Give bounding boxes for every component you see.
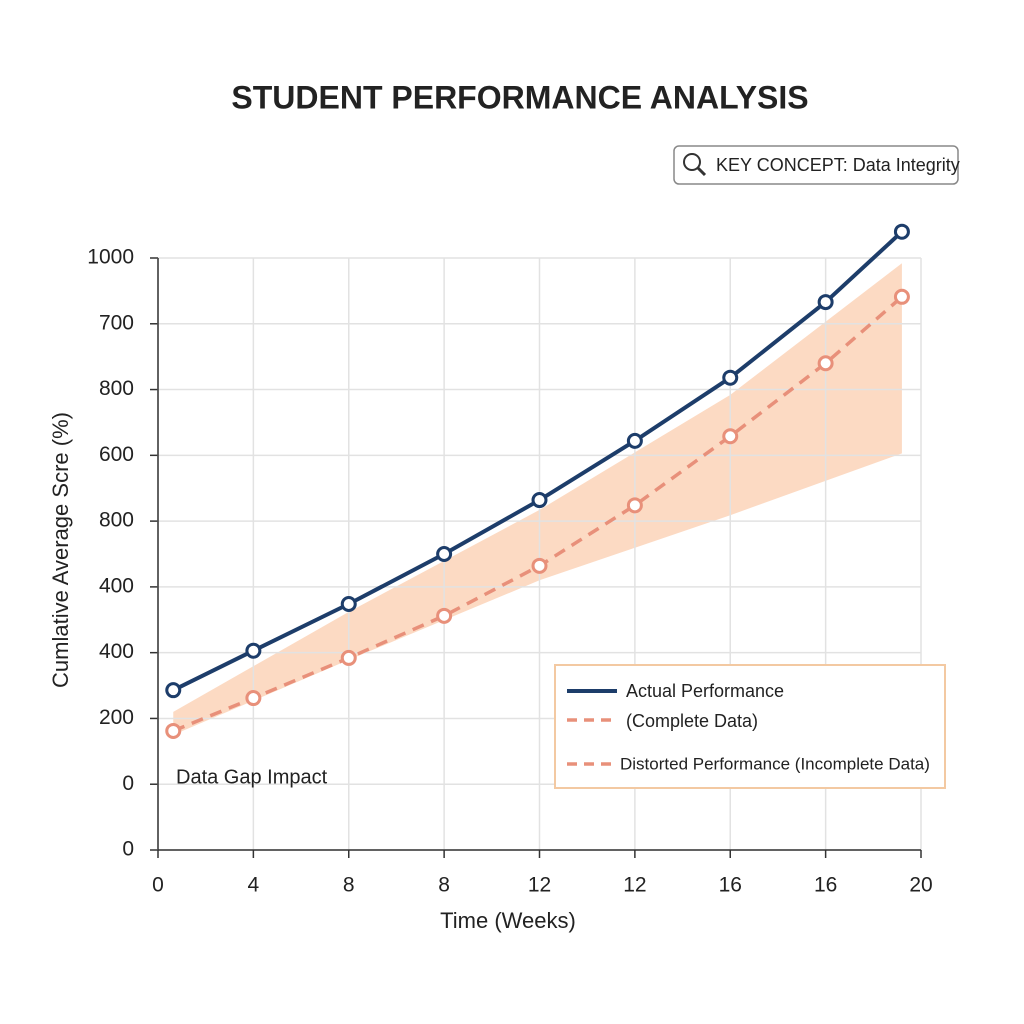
x-tick-label: 16 xyxy=(814,874,837,897)
point xyxy=(893,223,910,240)
point xyxy=(817,294,834,311)
point xyxy=(340,595,357,612)
gap-band xyxy=(173,263,902,735)
point xyxy=(245,690,262,707)
magnifier-icon xyxy=(683,153,701,171)
point xyxy=(531,557,548,574)
point xyxy=(436,607,453,624)
y-tick-label: 200 xyxy=(99,706,134,729)
point xyxy=(531,492,548,509)
x-tick-label: 8 xyxy=(438,874,450,897)
y-axis-label: Cumlative Average Scre (%) xyxy=(48,412,73,688)
legend-label: Actual Performance xyxy=(626,681,784,701)
key-concept-box xyxy=(673,145,959,185)
point xyxy=(817,355,834,372)
point xyxy=(626,497,643,514)
x-tick-label: 8 xyxy=(343,874,355,897)
x-tick-label: 12 xyxy=(623,874,646,897)
key-concept: KEY CONCEPT: Data Integrity xyxy=(716,155,960,175)
point xyxy=(245,642,262,659)
y-tick-label: 0 xyxy=(122,838,134,861)
point xyxy=(436,546,453,562)
point xyxy=(165,722,182,739)
y-tick-label: 600 xyxy=(99,443,134,466)
legend-box xyxy=(554,664,946,789)
x-tick-label: 0 xyxy=(152,874,164,897)
x-tick-label: 20 xyxy=(909,874,932,897)
x-tick-label: 12 xyxy=(528,874,551,897)
annotation: Data Gap Impact xyxy=(176,766,328,788)
y-tick-label: 700 xyxy=(99,311,134,334)
y-tick-label: 0 xyxy=(122,772,134,795)
y-tick-label: 400 xyxy=(99,574,134,597)
x-axis-label: Time (Weeks) xyxy=(440,908,576,933)
point xyxy=(340,649,357,666)
point xyxy=(626,432,643,449)
legend-label: (Complete Data) xyxy=(626,711,758,731)
x-tick-label: 4 xyxy=(248,874,260,897)
y-tick-label: 800 xyxy=(99,509,134,532)
legend-label: Distorted Performance (Incomplete Data) xyxy=(620,754,930,773)
point xyxy=(893,288,910,305)
point xyxy=(722,369,739,386)
x-tick-label: 16 xyxy=(719,874,742,897)
y-tick-label: 400 xyxy=(99,640,134,663)
y-tick-label: 800 xyxy=(99,377,134,400)
chart-title: STUDENT PERFORMANCE ANALYSIS xyxy=(231,79,808,115)
y-tick-label: 1000 xyxy=(87,246,134,269)
point xyxy=(165,682,182,699)
magnifier-handle xyxy=(696,166,707,177)
point xyxy=(722,428,739,445)
